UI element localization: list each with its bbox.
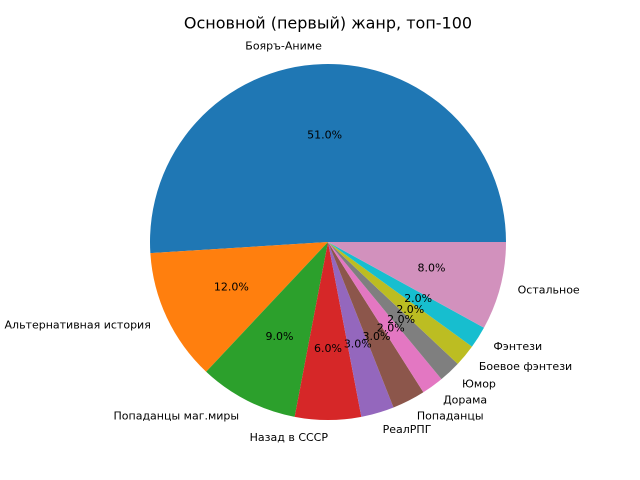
percent-label: 3.0% bbox=[363, 330, 391, 343]
percent-label: 3.0% bbox=[344, 338, 372, 351]
slice-label: Фэнтези bbox=[493, 340, 542, 353]
slice-label: Боевое фэнтези bbox=[479, 360, 572, 373]
slice-label: Остальное bbox=[518, 284, 580, 297]
pie-slice bbox=[206, 242, 328, 417]
chart-title: Основной (первый) жанр, топ-100 bbox=[184, 14, 472, 33]
pie-slice bbox=[150, 64, 506, 254]
pie-slice bbox=[328, 242, 506, 328]
pie-slice bbox=[150, 242, 328, 372]
slice-label: РеалРПГ bbox=[383, 423, 432, 436]
percent-label: 6.0% bbox=[314, 342, 342, 355]
slice-label: Попаданцы маг.миры bbox=[114, 409, 240, 422]
slice-label: Дорама bbox=[443, 393, 487, 406]
pie-slice bbox=[328, 242, 424, 408]
percent-label: 12.0% bbox=[214, 280, 249, 293]
pie-slice bbox=[328, 242, 442, 393]
pie-slice bbox=[328, 242, 394, 417]
percent-label: 9.0% bbox=[266, 330, 294, 343]
slice-label: Назад в СССР bbox=[250, 431, 329, 444]
percent-label: 2.0% bbox=[396, 303, 424, 316]
pie-slice bbox=[294, 242, 362, 421]
percent-label: 2.0% bbox=[387, 313, 415, 326]
percent-label: 8.0% bbox=[417, 262, 445, 275]
pie-slice bbox=[328, 242, 458, 380]
slice-label: Попаданцы bbox=[417, 409, 484, 422]
pie-slice bbox=[328, 242, 473, 364]
percent-label: 51.0% bbox=[307, 128, 342, 141]
slice-label: Альтернативная история bbox=[5, 318, 151, 331]
percent-label: 2.0% bbox=[404, 292, 432, 305]
slice-label: Бояръ-Аниме bbox=[245, 39, 322, 52]
pie-slice bbox=[328, 242, 484, 347]
slice-label: Юмор bbox=[462, 378, 496, 391]
percent-label: 2.0% bbox=[377, 321, 405, 334]
